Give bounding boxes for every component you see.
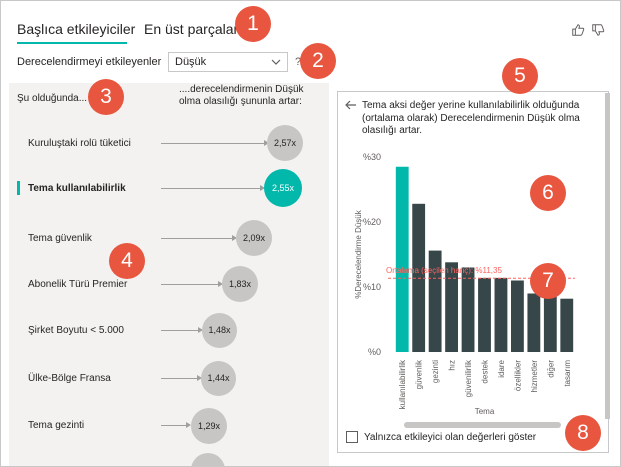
x-tick-label: destek: [481, 359, 490, 384]
tab-key-influencers[interactable]: Başlıca etkileyiciler: [17, 21, 136, 37]
callout-badge: 6: [530, 175, 566, 211]
influencers-only-checkbox[interactable]: [346, 431, 358, 443]
vertical-scrollbar-thumb[interactable]: [605, 93, 610, 419]
influencer-label: Ülke-Bölge Fransa: [28, 373, 111, 384]
callout-badge: 7: [530, 263, 566, 299]
influencer-label: Tema kullanılabilirlik: [28, 183, 126, 194]
influencer-label: Tema gezinti: [28, 420, 85, 431]
arrow-icon: [264, 140, 269, 146]
bar: [445, 262, 459, 352]
checkbox-label: Yalnızca etkileyici olan değerleri göste…: [364, 432, 537, 443]
bar: [527, 293, 541, 352]
bar: [494, 277, 508, 352]
back-arrow-icon[interactable]: [345, 100, 357, 110]
x-tick-label: gezinti: [431, 360, 440, 383]
influencer-label: Kuruluştaki rolü tüketici: [28, 138, 131, 149]
callout-badge: 5: [502, 58, 538, 94]
y-axis-label: %Derecelendirme Düşük: [354, 209, 363, 298]
connector-line: [161, 143, 265, 144]
influence-bubble[interactable]: 2,09x: [236, 220, 272, 256]
influence-bubble-partial[interactable]: [191, 453, 225, 466]
rating-dropdown[interactable]: Düşük: [168, 52, 288, 72]
bar: [510, 280, 524, 352]
influence-bubble[interactable]: 1,29x: [191, 408, 227, 444]
influence-bubble[interactable]: 1,44x: [201, 361, 236, 396]
x-tick-label: hizmetler: [530, 360, 539, 393]
y-tick-label: %10: [363, 282, 381, 292]
detail-bar-chart: %0 %10 %20 %30 %Derecelendirme Düşük kullanıl…: [354, 152, 575, 416]
x-tick-label: tasarım: [563, 360, 572, 387]
callout-badge: 3: [88, 79, 124, 115]
influencer-label: Tema güvenlik: [28, 233, 92, 244]
connector-line: [161, 238, 233, 239]
connector-line: [161, 188, 261, 189]
thumbs-up-icon[interactable]: [571, 23, 585, 37]
bar: [560, 298, 574, 352]
influence-bubble[interactable]: 2,57x: [267, 125, 303, 161]
callout-badge: 2: [300, 43, 336, 79]
callout-badge: 8: [565, 415, 601, 451]
y-tick-label: %20: [363, 217, 381, 227]
influencer-label: Şirket Boyutu < 5.000: [28, 325, 124, 336]
dropdown-value: Düşük: [175, 56, 207, 68]
tab-top-segments[interactable]: En üst parçalar: [144, 21, 239, 37]
bar: [543, 296, 557, 352]
arrow-icon: [232, 235, 237, 241]
y-tick-label: %30: [363, 152, 381, 162]
connector-line: [161, 378, 198, 379]
bar: [428, 250, 442, 352]
horizontal-scrollbar[interactable]: [404, 422, 561, 428]
x-tick-label: özellikler: [513, 360, 522, 391]
x-tick-label: güvenilirlik: [464, 359, 473, 397]
connector-line: [161, 284, 219, 285]
x-tick-label: kullanılabilirlik: [398, 359, 407, 409]
x-tick-label: idare: [497, 359, 506, 377]
callout-badge: 1: [235, 6, 271, 42]
bar: [461, 267, 475, 352]
average-label: Ortalama (seçilen hariç): %11,35: [386, 266, 502, 275]
bar: [395, 166, 409, 352]
arrow-icon: [218, 281, 223, 287]
connector-line: [161, 330, 199, 331]
arrow-icon: [186, 422, 191, 428]
likelihood-column-header: ....derecelendirmenin Düşük olma olasılı…: [179, 84, 304, 107]
thumbs-down-icon[interactable]: [591, 23, 605, 37]
arrow-icon: [260, 185, 265, 191]
x-tick-label: diğer: [546, 360, 555, 378]
x-tick-label: güvenlik: [415, 359, 424, 389]
arrow-icon: [197, 375, 202, 381]
when-column-header: Şu olduğunda...: [17, 93, 88, 104]
x-tick-label: hız: [448, 360, 457, 371]
influencer-label: Abonelik Türü Premier: [28, 279, 128, 290]
connector-line: [161, 425, 187, 426]
help-icon[interactable]: ?: [295, 56, 302, 68]
influence-bubble[interactable]: 2,55x: [264, 169, 302, 207]
selected-marker: [17, 181, 20, 195]
detail-title: Tema aksi değer yerine kullanılabilirlik…: [362, 100, 580, 136]
x-axis-label: Tema: [475, 407, 495, 416]
y-tick-label: %0: [368, 347, 381, 357]
arrow-icon: [198, 327, 203, 333]
active-tab-underline: [17, 42, 127, 44]
influence-bubble[interactable]: 1,48x: [202, 313, 237, 348]
influence-bubble[interactable]: 1,83x: [222, 266, 258, 302]
filter-label: Derecelendirmeyi etkileyenler: [17, 56, 162, 68]
chevron-down-icon: [271, 59, 281, 65]
bar: [478, 277, 491, 352]
callout-badge: 4: [109, 243, 145, 279]
